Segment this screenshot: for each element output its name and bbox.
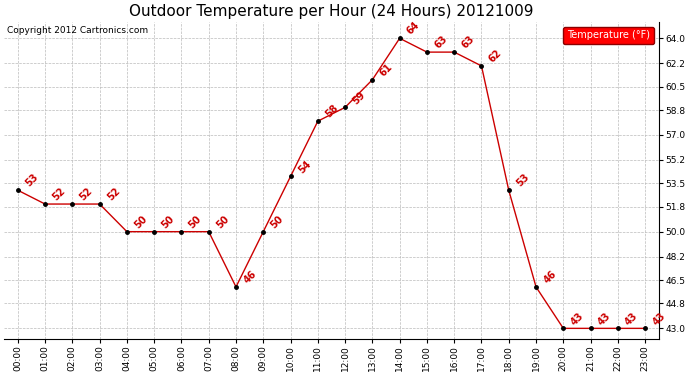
Text: 52: 52	[105, 186, 122, 202]
Text: 64: 64	[405, 20, 422, 37]
Text: 54: 54	[296, 158, 313, 175]
Text: 62: 62	[487, 48, 504, 64]
Text: Copyright 2012 Cartronics.com: Copyright 2012 Cartronics.com	[8, 27, 148, 36]
Text: 50: 50	[159, 214, 177, 230]
Text: 52: 52	[50, 186, 67, 202]
Title: Outdoor Temperature per Hour (24 Hours) 20121009: Outdoor Temperature per Hour (24 Hours) …	[129, 4, 534, 19]
Text: 43: 43	[596, 310, 613, 327]
Text: 50: 50	[132, 214, 149, 230]
Text: 43: 43	[651, 310, 667, 327]
Text: 50: 50	[269, 214, 286, 230]
Text: 61: 61	[378, 62, 395, 78]
Text: 53: 53	[23, 172, 40, 189]
Text: 50: 50	[215, 214, 231, 230]
Text: 52: 52	[78, 186, 95, 202]
Text: 43: 43	[623, 310, 640, 327]
Text: 63: 63	[433, 34, 449, 51]
Text: 46: 46	[542, 269, 558, 285]
Text: 43: 43	[569, 310, 586, 327]
Text: 53: 53	[514, 172, 531, 189]
Text: 59: 59	[351, 89, 367, 106]
Text: 58: 58	[324, 103, 340, 120]
Text: 46: 46	[241, 269, 258, 285]
Text: 50: 50	[187, 214, 204, 230]
Legend: Temperature (°F): Temperature (°F)	[563, 27, 654, 44]
Text: 63: 63	[460, 34, 476, 51]
